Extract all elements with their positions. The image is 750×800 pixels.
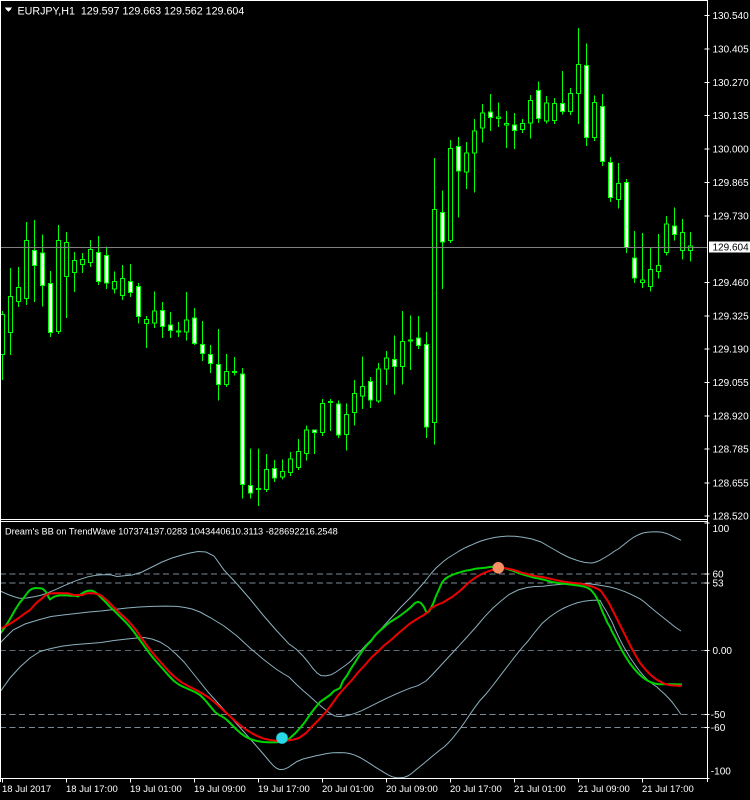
svg-text:128.520: 128.520 bbox=[713, 511, 750, 522]
svg-text:21 Jul 09:00: 21 Jul 09:00 bbox=[578, 784, 630, 795]
svg-text:129.325: 129.325 bbox=[713, 311, 750, 322]
svg-text:129.730: 129.730 bbox=[713, 211, 750, 222]
svg-text:130.405: 130.405 bbox=[713, 45, 750, 56]
svg-text:60: 60 bbox=[713, 569, 725, 580]
svg-text:19 Jul 09:00: 19 Jul 09:00 bbox=[194, 784, 246, 795]
svg-text:18 Jul 17:00: 18 Jul 17:00 bbox=[66, 784, 118, 795]
svg-text:EURJPY,H1 129.597 129.663 129: EURJPY,H1 129.597 129.663 129.562 129.60… bbox=[18, 6, 245, 18]
svg-text:19 Jul 17:00: 19 Jul 17:00 bbox=[258, 784, 310, 795]
svg-text:20 Jul 09:00: 20 Jul 09:00 bbox=[386, 784, 438, 795]
svg-text:130.270: 130.270 bbox=[713, 78, 750, 89]
svg-text:130.000: 130.000 bbox=[713, 145, 750, 156]
svg-text:-60: -60 bbox=[711, 723, 726, 734]
svg-text:130.540: 130.540 bbox=[713, 11, 750, 22]
svg-text:130.135: 130.135 bbox=[713, 111, 750, 122]
svg-text:100: 100 bbox=[713, 524, 730, 535]
svg-text:20 Jul 17:00: 20 Jul 17:00 bbox=[450, 784, 502, 795]
svg-text:129.604: 129.604 bbox=[713, 243, 750, 254]
svg-text:128.655: 128.655 bbox=[713, 478, 750, 489]
svg-text:0.00: 0.00 bbox=[713, 646, 733, 657]
svg-text:128.785: 128.785 bbox=[713, 445, 750, 456]
svg-text:129.460: 129.460 bbox=[713, 278, 750, 289]
svg-text:18 Jul 2017: 18 Jul 2017 bbox=[2, 784, 51, 795]
svg-text:129.055: 129.055 bbox=[713, 378, 750, 389]
svg-text:19 Jul 01:00: 19 Jul 01:00 bbox=[130, 784, 182, 795]
svg-text:128.920: 128.920 bbox=[713, 411, 750, 422]
svg-text:53: 53 bbox=[713, 578, 725, 589]
svg-text:21 Jul 01:00: 21 Jul 01:00 bbox=[514, 784, 566, 795]
svg-text:20 Jul 01:00: 20 Jul 01:00 bbox=[322, 784, 374, 795]
svg-text:-50: -50 bbox=[711, 710, 726, 721]
svg-text:129.865: 129.865 bbox=[713, 178, 750, 189]
svg-text:Dream's BB on TrendWave 107374: Dream's BB on TrendWave 107374197.0283 1… bbox=[5, 527, 338, 537]
svg-text:21 Jul 17:00: 21 Jul 17:00 bbox=[642, 784, 694, 795]
svg-text:-100: -100 bbox=[711, 767, 731, 778]
svg-text:129.190: 129.190 bbox=[713, 345, 750, 356]
